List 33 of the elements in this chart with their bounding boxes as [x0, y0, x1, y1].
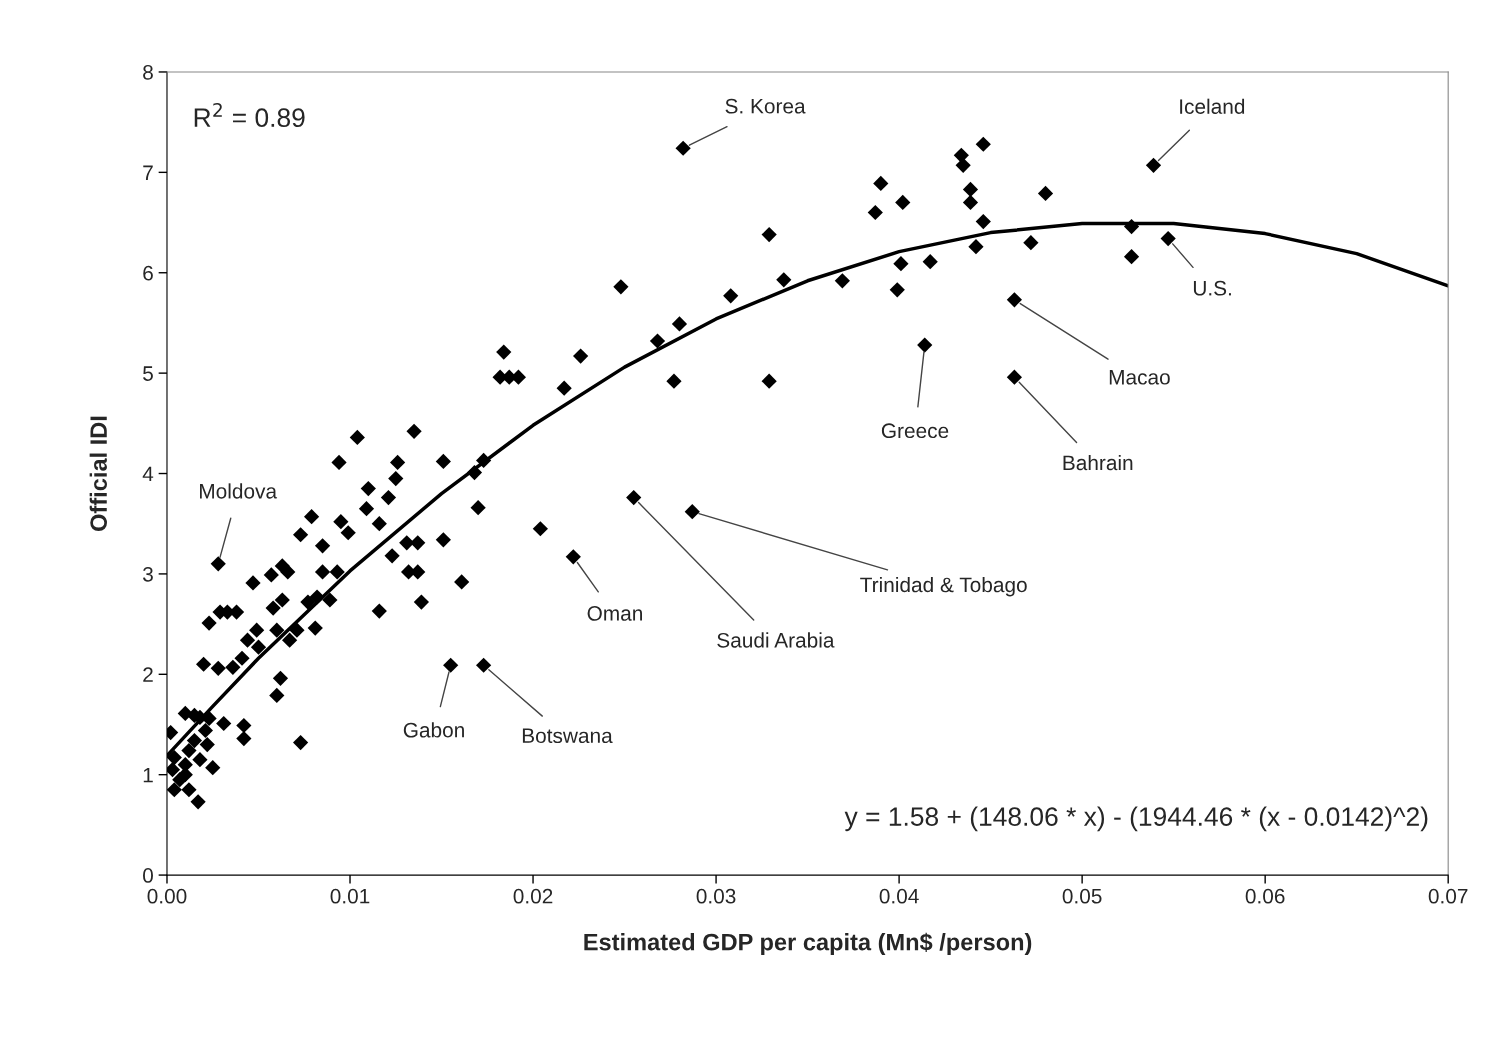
annotation: Trinidad & Tobago	[860, 576, 1027, 597]
annotation: Oman	[587, 606, 642, 621]
x-tick-label: 0.05	[1062, 888, 1102, 904]
annotation: Macao	[1109, 370, 1170, 385]
x-tick-label: 0.01	[330, 888, 370, 904]
y-tick-label: 4	[142, 466, 154, 482]
x-tick-label: 0.06	[1245, 888, 1285, 904]
y-tick-label: 0	[143, 868, 153, 883]
annotation: R$^{2}$ = 0.89	[194, 102, 305, 128]
y-tick-label: 3	[143, 566, 153, 582]
x-tick-label: 0.07	[1428, 888, 1468, 904]
y-tick-label: 8	[143, 64, 153, 80]
annotation: y = 1.58 + (148.06 * x) - (1944.46 * (x - 0.0142)^2)	[844, 806, 1428, 832]
x-axis-title: Estimated GDP per capita (Mn$ /person)	[584, 932, 1032, 956]
y-axis-title: Official IDI	[89, 416, 107, 531]
annotation: Bahrain	[1063, 454, 1133, 471]
annotation: Greece	[881, 423, 949, 439]
x-tick-label: 0.03	[696, 888, 736, 904]
annotation: Moldova	[200, 483, 278, 499]
y-tick-label: 6	[143, 265, 153, 281]
annotation: Iceland	[1180, 98, 1245, 114]
y-tick-label: 7	[143, 165, 153, 180]
y-tick-label: 5	[143, 366, 153, 381]
annotation: S. Korea	[725, 98, 806, 114]
annotation: Botswana	[522, 728, 613, 744]
x-tick-label: 0.02	[513, 888, 553, 904]
annotation: Saudi Arabia	[717, 632, 835, 648]
x-tick-label: 0.04	[879, 888, 919, 904]
annotation: Gabon	[403, 722, 464, 738]
x-tick-label: 0.00	[147, 888, 187, 904]
y-tick-label: 2	[143, 667, 153, 682]
annotation: U.S.	[1193, 280, 1231, 296]
y-tick-label: 1	[143, 767, 153, 783]
